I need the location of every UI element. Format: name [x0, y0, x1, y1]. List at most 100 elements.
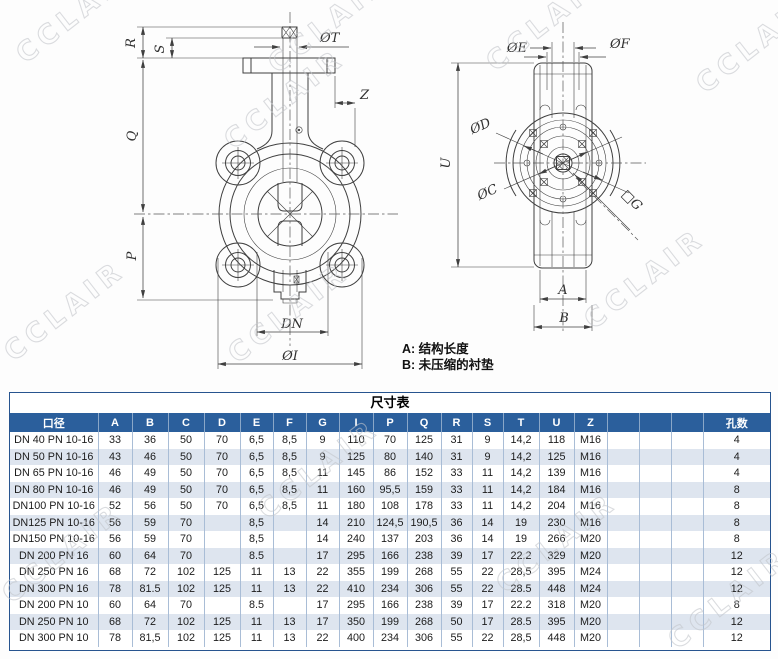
dimension-value-cell: 6,5 [240, 465, 274, 482]
dimension-value-cell: 31 [441, 432, 473, 449]
dimension-value-cell [671, 498, 704, 515]
dimension-value-cell: 203 [407, 531, 442, 548]
table-row: DN100 PN 10-16 52 56 50 70 6,5 8,5 11 180 108 178 3… [10, 498, 770, 515]
dimension-value-cell: 6,5 [240, 432, 274, 449]
dimension-value-cell: 36 [132, 432, 169, 449]
dimension-value-cell: 17 [472, 547, 504, 564]
table-row: DN 300 PN 10 78 81,5 102 125 11 13 22 400 234 306 5… [10, 630, 770, 647]
dimension-value-cell: 49 [132, 465, 169, 482]
size-name-cell: DN 300 PN 10 [10, 630, 99, 647]
dimension-value-cell: 159 [407, 481, 442, 498]
dimension-value-cell: 9 [306, 432, 340, 449]
dimension-value-cell: 28,5 [503, 564, 540, 581]
dimension-value-cell: 110 [339, 432, 374, 449]
dimension-value-cell: 8.5 [240, 597, 274, 614]
dimension-value-cell [639, 498, 672, 515]
dimension-value-cell: 70 [373, 432, 408, 449]
dimension-value-cell: 125 [204, 630, 241, 647]
dimension-value-cell: 46 [98, 465, 133, 482]
dimension-value-cell: 31 [441, 448, 473, 465]
column-header: A [98, 413, 133, 432]
dimension-value-cell [639, 432, 672, 449]
dimension-value-cell: 14 [306, 531, 340, 548]
dimension-table: 口径 A B C D E F G I P Q R S T U Z 孔数 DN 40 PN 10-16 33 36 50… [10, 413, 770, 647]
dimension-value-cell: 56 [98, 531, 133, 548]
dimension-value-cell: 13 [273, 564, 307, 581]
dimension-value-cell: 102 [168, 564, 205, 581]
dimension-value-cell: 204 [539, 498, 575, 515]
column-header: D [204, 413, 241, 432]
dim-label-c: ØC [474, 182, 500, 205]
dimension-value-cell: 166 [373, 547, 408, 564]
dimension-value-cell: 50 [168, 432, 205, 449]
dimension-value-cell: 17 [472, 613, 504, 630]
dimension-value-cell: M20 [574, 547, 608, 564]
dim-label-g: □G [618, 187, 645, 214]
dim-label-b: B [558, 311, 569, 326]
dimension-value-cell: 395 [539, 613, 575, 630]
dimension-value-cell [671, 465, 704, 482]
dimension-value-cell: M20 [574, 531, 608, 548]
dimension-value-cell: 6,5 [240, 481, 274, 498]
dimension-value-cell: 124,5 [373, 514, 408, 531]
column-header: F [273, 413, 307, 432]
dimension-value-cell [671, 630, 704, 647]
table-row: DN 65 PN 10-16 46 49 50 70 6,5 8,5 11 145 86 152 33… [10, 465, 770, 482]
dimension-value-cell [607, 448, 640, 465]
dimension-value-cell: 36 [441, 514, 473, 531]
dimension-value-cell: 8,5 [273, 481, 307, 498]
dimension-value-cell [671, 514, 704, 531]
dimension-value-cell: 72 [132, 564, 169, 581]
dimension-value-cell [273, 514, 307, 531]
dimension-value-cell: 95,5 [373, 481, 408, 498]
dimension-value-cell: M20 [574, 630, 608, 647]
dim-label-u: U [439, 156, 454, 168]
dimension-value-cell: M20 [574, 613, 608, 630]
dimension-value-cell: 72 [132, 613, 169, 630]
dimension-value-cell: 395 [539, 564, 575, 581]
dimension-value-cell [639, 580, 672, 597]
dimension-value-cell: 139 [539, 465, 575, 482]
dimension-value-cell: 17 [306, 547, 340, 564]
dimension-value-cell: 190,5 [407, 514, 442, 531]
dimension-value-cell: 145 [339, 465, 374, 482]
note-a: A: 结构长度 [402, 341, 469, 356]
dimension-value-cell [671, 531, 704, 548]
dimension-value-cell [607, 531, 640, 548]
dimension-value-cell: 14 [472, 531, 504, 548]
table-row: DN 80 PN 10-16 46 49 50 70 6,5 8,5 11 160 95,5 159… [10, 481, 770, 498]
dimension-value-cell: 46 [132, 448, 169, 465]
size-name-cell: DN125 PN 10-16 [10, 514, 99, 531]
dimension-value-cell: 306 [407, 580, 442, 597]
dimension-value-cell: 36 [441, 531, 473, 548]
dimension-value-cell: 266 [539, 531, 575, 548]
dimension-value-cell: 22 [472, 564, 504, 581]
dimension-value-cell: M20 [574, 597, 608, 614]
dimension-value-cell [607, 514, 640, 531]
column-header: C [168, 413, 205, 432]
dimension-value-cell: 60 [98, 547, 133, 564]
dimension-value-cell [671, 432, 704, 449]
dimension-value-cell: 140 [407, 448, 442, 465]
dimension-value-cell: 55 [441, 564, 473, 581]
table-row: DN 300 PN 16 78 81.5 102 125 11 13 22 410 234 306 5… [10, 580, 770, 597]
table-row: DN 250 PN 10 68 72 102 125 11 13 17 350 199 268 50 1… [10, 613, 770, 630]
dimension-value-cell: 12 [730, 632, 743, 645]
dimension-value-cell: 39 [441, 597, 473, 614]
table-row: DN 250 PN 16 68 72 102 125 11 13 22 355 199 268 55 2… [10, 564, 770, 581]
dimension-value-cell: 70 [168, 514, 205, 531]
size-name-cell: DN 80 PN 10-16 [10, 481, 99, 498]
dimension-value-cell: 50 [168, 465, 205, 482]
dimension-value-cell: 39 [441, 547, 473, 564]
dimension-value-cell: 268 [407, 613, 442, 630]
dim-label-d: ØD [467, 115, 494, 138]
dimension-value-cell: 318 [539, 597, 575, 614]
dimension-value-cell: 46 [98, 481, 133, 498]
dimension-value-cell: 70 [204, 465, 241, 482]
dimension-value-cell: 11 [240, 580, 274, 597]
dimension-value-cell: 22 [306, 564, 340, 581]
dim-label-p: P [125, 251, 140, 261]
dimension-value-cell [607, 597, 640, 614]
column-header [607, 413, 640, 432]
dimension-value-cell [607, 498, 640, 515]
